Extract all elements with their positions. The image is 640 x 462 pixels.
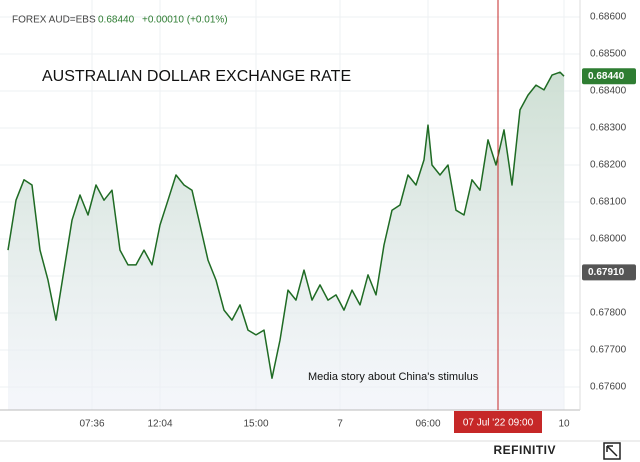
price-line (7, 71, 565, 379)
area-fill (8, 72, 564, 410)
y-tick-label: 0.68000 (590, 234, 627, 245)
price-change: +0.00010 (+0.01%) (142, 15, 228, 26)
crosshair-label-box (454, 411, 542, 433)
price-marker-label: 0.68440 (588, 71, 625, 82)
brand-logo (603, 442, 621, 460)
price-marker-label: 0.67910 (588, 267, 625, 278)
x-tick-label: 15:00 (243, 419, 268, 430)
x-tick-label: 12:04 (147, 419, 172, 430)
x-tick-label: 7 (337, 419, 343, 430)
y-tick-label: 0.68400 (590, 86, 627, 97)
y-tick-label: 0.67600 (590, 382, 627, 393)
price-marker-box (582, 264, 636, 281)
y-tick-label: 0.68100 (590, 197, 627, 208)
y-tick-label: 0.67700 (590, 345, 627, 356)
x-tick-label: 10 (558, 419, 570, 430)
y-tick-label: 0.68500 (590, 49, 627, 60)
symbol: FOREX AUD=EBS (12, 15, 96, 26)
x-tick-label: 07:36 (79, 419, 104, 430)
y-tick-label: 0.67800 (590, 308, 627, 319)
annotation: Media story about China's stimulus (308, 371, 479, 383)
crosshair-label: 07 Jul '22 09:00 (463, 418, 534, 429)
y-tick-label: 0.68300 (590, 123, 627, 134)
y-tick-label: 0.68600 (590, 12, 627, 23)
chart-title: AUSTRALIAN DOLLAR EXCHANGE RATE (42, 68, 351, 85)
y-tick-label: 0.68200 (590, 160, 627, 171)
last-price: 0.68440 (98, 15, 135, 26)
price-marker-box (582, 68, 636, 85)
brand: REFINITIV (493, 443, 556, 457)
x-tick-label: 06:00 (415, 419, 440, 430)
